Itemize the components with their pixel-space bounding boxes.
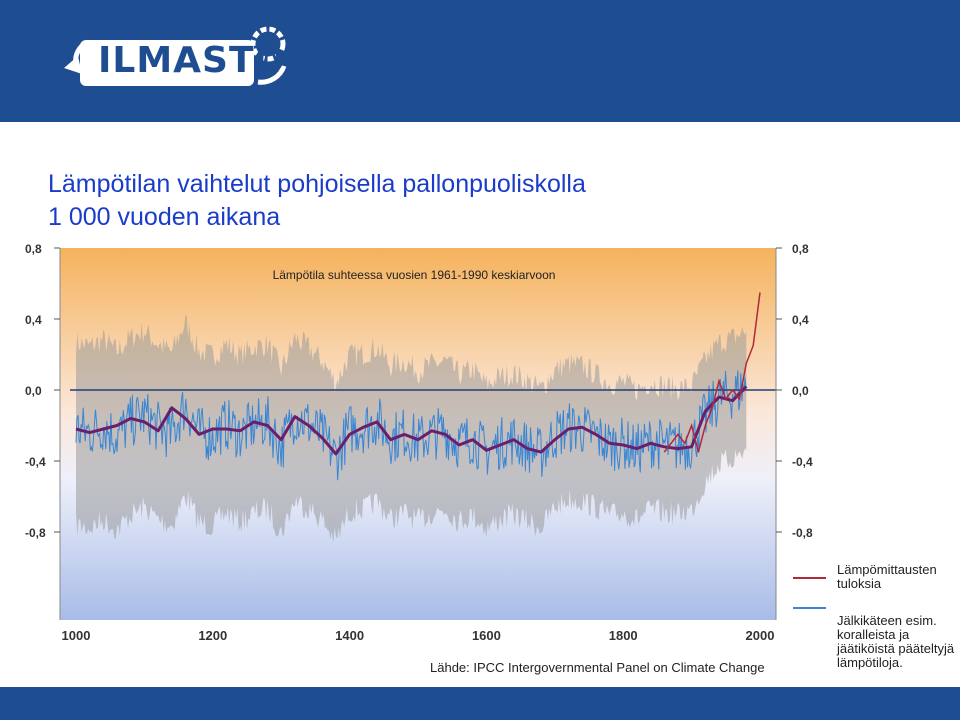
logo-text: ILMASTO <box>98 40 287 81</box>
y-tick-label-right: 0,8 <box>792 242 809 256</box>
proxy-series-line <box>75 370 747 481</box>
title-line-2: 1 000 vuoden aikana <box>48 203 281 231</box>
page-title: Lämpötilan vaihtelut pohjoisella pallonp… <box>48 168 586 234</box>
x-tick-label: 2000 <box>746 628 775 643</box>
y-tick-label-left: 0,8 <box>25 242 42 256</box>
uncertainty-band <box>76 315 747 543</box>
x-tick-label: 1600 <box>472 628 501 643</box>
y-tick-label-right: -0,8 <box>792 526 813 540</box>
y-tick-label-left: -0,4 <box>25 455 46 469</box>
y-tick-label-left: -0,8 <box>25 526 46 540</box>
x-tick-label: 1000 <box>62 628 91 643</box>
y-tick-label-right: 0,4 <box>792 313 809 327</box>
smoothed-series-line <box>75 385 748 456</box>
x-tick-label: 1200 <box>198 628 227 643</box>
temperature-chart: 0,8 0,8 0,4 0,4 0,0 0,0 -0,4 -0,4 -0,8 -0,8 1000 12… <box>25 242 826 643</box>
x-tick-label: 1800 <box>609 628 638 643</box>
x-tick-label: 1400 <box>335 628 364 643</box>
instrumental-series-line <box>663 292 761 453</box>
title-line-1: Lämpötilan vaihtelut pohjoisella pallonp… <box>48 170 586 198</box>
y-tick-label-left: 0,0 <box>25 384 42 398</box>
footer-bar <box>0 687 960 720</box>
logo-graphic <box>64 26 287 86</box>
y-tick-label-left: 0,4 <box>25 313 42 327</box>
ilmasto-logo: ILMASTO <box>58 22 298 102</box>
y-tick-label-right: 0,0 <box>792 384 809 398</box>
y-tick-label-right: -0,4 <box>792 455 813 469</box>
legend-instrumental-label: Lämpömittausten tuloksia <box>837 562 937 591</box>
chart-subtitle: Lämpötila suhteessa vuosien 1961-1990 ke… <box>273 268 556 282</box>
source-text: Lähde: IPCC Intergovernmental Panel on C… <box>430 660 765 675</box>
legend-proxy-label: Jälkikäteen esim. koralleista ja jäätikö… <box>837 613 955 670</box>
